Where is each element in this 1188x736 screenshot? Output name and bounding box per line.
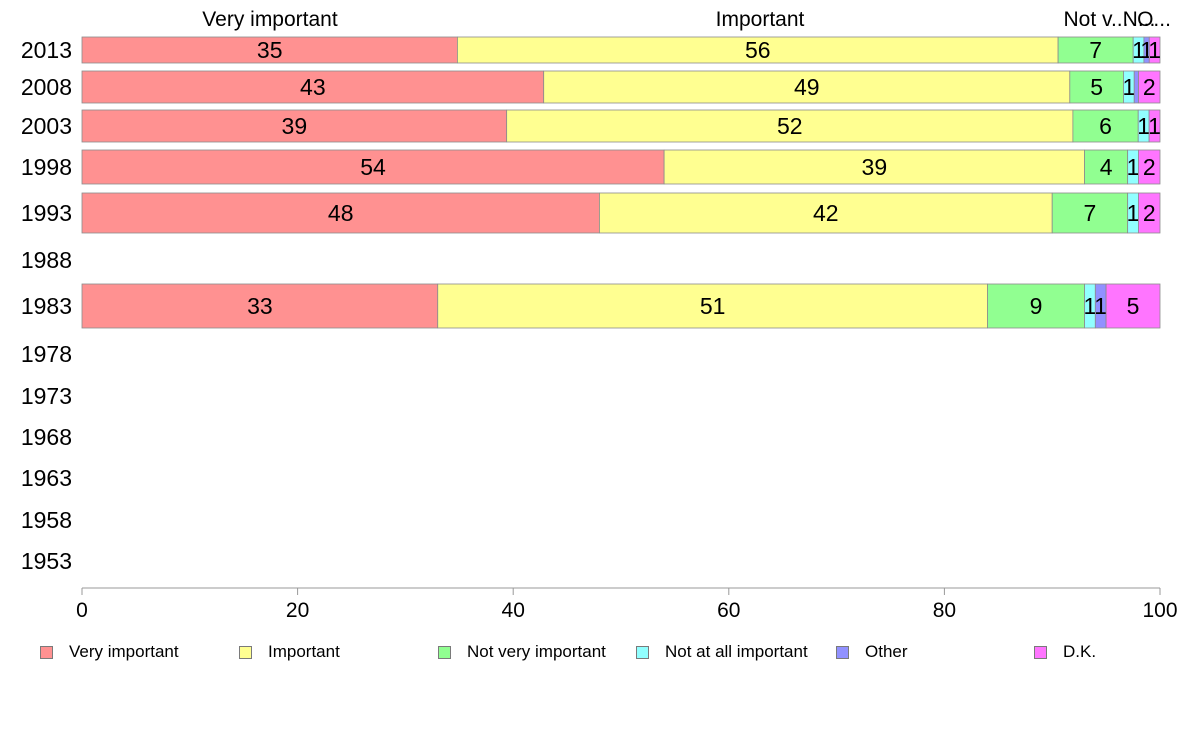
data-label-2008-very-important: 43: [300, 74, 326, 100]
data-label-1998-very-important: 54: [360, 154, 386, 180]
top-label-0: Very important: [202, 8, 338, 31]
data-label-1998-d-k: 2: [1143, 154, 1156, 180]
legend-item-not-at-all-important: Not at all important: [636, 640, 808, 664]
data-label-1983-not-very-important: 9: [1030, 293, 1043, 319]
x-tick-label-100: 100: [1142, 599, 1177, 622]
x-tick-label-60: 60: [717, 599, 740, 622]
bar-1998-very-important: [81, 149, 665, 185]
data-label-1983-other: 1: [1094, 293, 1107, 319]
bar-2008-other: [1133, 70, 1139, 104]
top-label-1: Important: [716, 8, 805, 31]
data-label-2008-not-very-important: 5: [1090, 74, 1103, 100]
data-label-1983-d-k: 5: [1127, 293, 1140, 319]
bar-2003-very-important: [81, 109, 508, 143]
data-label-1993-important: 42: [813, 200, 839, 226]
year-label-1973: 1973: [21, 383, 72, 409]
bar-1998-important: [663, 149, 1085, 185]
legend-label-not-at-all-important: Not at all important: [665, 642, 808, 661]
legend-swatch-d-k: [1034, 645, 1047, 659]
legend-swatch-very-important: [40, 645, 53, 659]
stacked-bar-chart: Very important Important Not v...N...O... 2…: [21, 8, 1178, 622]
data-label-1983-very-important: 33: [247, 293, 273, 319]
bar-1998-not-very-important: [1084, 149, 1129, 185]
year-label-1968: 1968: [21, 424, 72, 450]
legend: Very important Important Not very importan…: [0, 640, 1188, 664]
legend-item-very-important: Very important: [40, 640, 179, 664]
data-label-2008-important: 49: [794, 74, 820, 100]
legend-item-important: Important: [239, 640, 340, 664]
bar-1983-important: [437, 283, 988, 329]
legend-swatch-not-at-all-important: [636, 645, 649, 659]
bar-1998-d-k: [1138, 149, 1161, 185]
bar-2008-d-k: [1138, 70, 1161, 104]
bar-2008-not-very-important: [1069, 70, 1124, 104]
bar-2003-d-k: [1148, 109, 1161, 143]
bar-1993-important: [599, 192, 1053, 234]
data-label-1993-not-very-important: 7: [1084, 200, 1097, 226]
top-label-2: Not v...: [1064, 8, 1129, 31]
year-label-1988: 1988: [21, 247, 72, 273]
data-label-2003-not-very-important: 6: [1099, 113, 1112, 139]
bar-1983-very-important: [81, 283, 439, 329]
year-label-1953: 1953: [21, 548, 72, 574]
legend-label-other: Other: [865, 642, 908, 661]
year-label-1993: 1993: [21, 200, 72, 226]
data-label-2003-important: 52: [777, 113, 803, 139]
data-label-1983-important: 51: [700, 293, 726, 319]
legend-swatch-other: [836, 645, 849, 659]
legend-item-d-k: D.K.: [1034, 640, 1096, 664]
x-tick-label-80: 80: [933, 599, 956, 622]
data-label-2013-very-important: 35: [257, 37, 283, 63]
bar-1993-d-k: [1138, 192, 1161, 234]
bar-2013-important: [457, 36, 1059, 64]
top-label-4: O...: [1137, 8, 1171, 31]
data-label-1998-not-very-important: 4: [1100, 154, 1113, 180]
data-label-2008-d-k: 2: [1143, 74, 1156, 100]
data-label-1983-not-at-all-important: 1: [1084, 293, 1097, 319]
bar-2003-important: [506, 109, 1074, 143]
year-label-1978: 1978: [21, 341, 72, 367]
data-label-1993-very-important: 48: [328, 200, 354, 226]
top-label-3: N...: [1123, 8, 1156, 31]
x-tick-label-20: 20: [286, 599, 309, 622]
bar-2013-d-k: [1148, 36, 1161, 64]
bar-1993-not-very-important: [1051, 192, 1129, 234]
bar-2008-very-important: [81, 70, 545, 104]
bar-1993-very-important: [81, 192, 600, 234]
legend-label-important: Important: [268, 642, 340, 661]
year-label-2013: 2013: [21, 37, 72, 63]
data-label-1998-not-at-all-important: 1: [1127, 154, 1140, 180]
year-label-2008: 2008: [21, 74, 72, 100]
legend-item-other: Other: [836, 640, 908, 664]
year-label-1958: 1958: [21, 507, 72, 533]
bar-2003-not-very-important: [1072, 109, 1139, 143]
year-label-1983: 1983: [21, 293, 72, 319]
year-label-2003: 2003: [21, 113, 72, 139]
data-label-2013-important: 56: [745, 37, 771, 63]
data-label-2003-very-important: 39: [282, 113, 308, 139]
legend-label-d-k: D.K.: [1063, 642, 1097, 661]
data-label-1993-d-k: 2: [1143, 200, 1156, 226]
year-label-1963: 1963: [21, 465, 72, 491]
data-label-2013-not-at-all-important: 1: [1132, 37, 1145, 63]
data-label-2003-d-k: 1: [1148, 113, 1161, 139]
x-tick-label-40: 40: [502, 599, 525, 622]
data-label-2003-not-at-all-important: 1: [1137, 113, 1150, 139]
data-label-1993-not-at-all-important: 1: [1127, 200, 1140, 226]
data-label-1998-important: 39: [862, 154, 888, 180]
legend-label-very-important: Very important: [69, 642, 179, 661]
bar-2008-important: [543, 70, 1071, 104]
bar-1983-not-very-important: [987, 283, 1085, 329]
data-label-2013-d-k: 1: [1148, 37, 1161, 63]
data-label-2013-not-very-important: 7: [1089, 37, 1102, 63]
bar-1983-d-k: [1105, 283, 1161, 329]
legend-item-not-very-important: Not very important: [438, 640, 606, 664]
year-label-1998: 1998: [21, 154, 72, 180]
legend-label-not-very-important: Not very important: [467, 642, 606, 661]
data-label-2008-not-at-all-important: 1: [1122, 74, 1135, 100]
legend-swatch-not-very-important: [438, 645, 451, 659]
legend-swatch-important: [239, 645, 252, 659]
x-tick-label-0: 0: [76, 599, 88, 622]
